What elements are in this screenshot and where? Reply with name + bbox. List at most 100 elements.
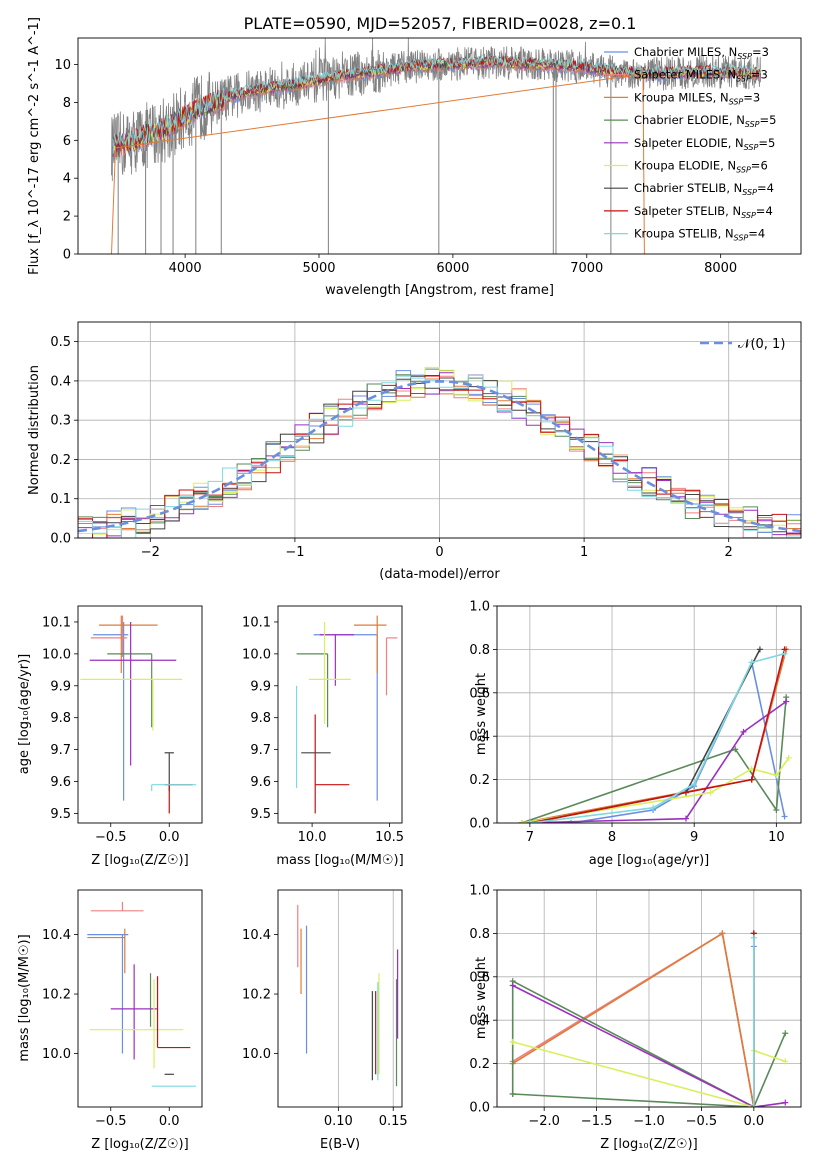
y-tick-label: 9.5 <box>250 807 271 822</box>
legend-eq: = <box>760 113 770 127</box>
series-marker <box>509 982 516 989</box>
ebv_mass-axes: 0.10 0.15 10.0 10.2 10.4 <box>242 890 408 1129</box>
series-marker <box>782 1058 789 1065</box>
series-marker <box>773 772 780 779</box>
series-marker <box>650 804 657 811</box>
Z_weight-plot-area <box>509 930 789 1107</box>
y-tick-label: 0.1 <box>50 492 71 507</box>
x-tick-label: 1 <box>580 545 588 560</box>
y-tick-label: 10.2 <box>242 988 271 1003</box>
series-marker <box>509 1090 516 1097</box>
x-tick-label: −2 <box>141 545 160 560</box>
gaussian-legend-label: 𝒩(0, 1) <box>738 337 785 352</box>
series-marker <box>707 789 714 796</box>
ebv_mass-points <box>297 904 399 1087</box>
y-tick-label: 9.9 <box>50 679 71 694</box>
legend-model-name: Kroupa MILES <box>634 90 713 104</box>
xlabel-unit: [log₁₀(Z/Z☉)] <box>104 853 188 868</box>
y-tick-label: 9.6 <box>50 775 71 790</box>
figure-title: PLATE=0590, MJD=52057, FIBERID=0028, z=0… <box>244 14 637 33</box>
legend-sep: , <box>726 181 733 195</box>
legend-n-label: N <box>734 181 743 195</box>
Z_weight-frame <box>496 889 802 1108</box>
y-tick-label: 0.0 <box>469 817 490 832</box>
x-tick-label: 5000 <box>302 261 335 276</box>
legend-item: Chabrier STELIB, NSSP=4 <box>634 181 774 197</box>
Z_mass-xlabel: Z [log₁₀(Z/Z☉)] <box>91 1137 188 1152</box>
legend-model-name: Kroupa STELIB <box>634 227 718 241</box>
y-tick-label: 9.8 <box>50 711 71 726</box>
series-line <box>570 659 786 823</box>
spectrum-model-edge <box>111 73 645 254</box>
gaussian-curve <box>78 379 801 533</box>
xlabel-main: Z <box>91 853 100 868</box>
ylabel-unit: [log₁₀(M/M☉)] <box>17 934 32 1023</box>
ebv_mass-xlabel: E(B-V) <box>320 1137 360 1152</box>
legend-eq: = <box>751 68 761 82</box>
y-tick-label: 10.0 <box>42 1047 71 1062</box>
legend-sep: , <box>721 45 728 59</box>
series-marker <box>748 659 755 666</box>
y-tick-label: 0.2 <box>469 773 490 788</box>
series-line <box>511 979 787 1107</box>
series-marker <box>691 780 698 787</box>
legend-sep: , <box>725 204 732 218</box>
series-marker <box>750 1104 757 1107</box>
y-tick-label: 9.5 <box>50 807 71 822</box>
legend-n-label: N <box>725 227 734 241</box>
legend-n-value: 5 <box>769 113 776 127</box>
legend-model-name: Chabrier STELIB <box>634 181 726 195</box>
legend-sep: , <box>728 136 735 150</box>
y-tick-label: 10.0 <box>42 647 71 662</box>
y-tick-label: 1.0 <box>469 600 490 615</box>
legend-sep: , <box>713 90 720 104</box>
x-tick-label: 0.15 <box>379 1114 408 1129</box>
y-tick-label: 9.7 <box>250 743 271 758</box>
age_weight-axes: 7 8 9 10 0.0 0.2 0.4 0.6 0.8 1.0 <box>469 600 801 845</box>
x-tick-label: 8 <box>608 830 616 845</box>
legend-n-sub: SSP <box>744 143 759 152</box>
x-tick-label: 6000 <box>436 261 469 276</box>
y-tick-label: 10.0 <box>242 647 271 662</box>
y-tick-label: 0.3 <box>50 414 71 429</box>
y-tick-label: 0.8 <box>469 927 490 942</box>
x-tick-label: −0.5 <box>686 1114 718 1129</box>
legend-model-name: Kroupa ELODIE <box>634 159 720 173</box>
x-tick-label: 10.0 <box>298 830 327 845</box>
y-tick-label: 0.4 <box>469 1014 490 1029</box>
y-tick-label: 2 <box>63 210 71 225</box>
series-line <box>512 984 786 1107</box>
xlabel-main: Z <box>600 1137 609 1152</box>
Z_mass-frame <box>77 889 203 1108</box>
legend-sep: , <box>729 113 736 127</box>
legend-model-name: Salpeter ELODIE <box>634 136 728 150</box>
legend-model-name: Chabrier ELODIE <box>634 113 729 127</box>
x-tick-label: −0.5 <box>95 1114 127 1129</box>
legend-eq: = <box>751 159 761 173</box>
Z_mass-ylabel: mass [log₁₀(M/M☉)] <box>17 934 32 1061</box>
legend-n-sub: SSP <box>737 52 752 61</box>
y-tick-label: 10.1 <box>42 615 71 630</box>
spectrum-xlabel: wavelength [Angstrom, rest frame] <box>325 283 554 298</box>
legend-n-sub: SSP <box>729 97 744 106</box>
residuals-plot-area <box>78 366 801 538</box>
y-tick-label: 0.5 <box>50 335 71 350</box>
legend-item: Chabrier MILES, NSSP=3 <box>634 45 769 61</box>
series-marker <box>719 930 726 937</box>
series-marker <box>781 650 788 657</box>
legend-n-label: N <box>736 113 745 127</box>
legend-n-sub: SSP <box>736 166 751 175</box>
age_weight-xlabel: age [log₁₀(age/yr)] <box>589 853 710 868</box>
x-tick-label: 10 <box>768 830 785 845</box>
x-tick-label: 7 <box>526 830 534 845</box>
spectrum-model-line <box>112 54 761 154</box>
Z_age-ylabel: age [log₁₀(age/yr)] <box>17 654 32 775</box>
y-tick-label: 10.1 <box>242 615 271 630</box>
series-marker <box>782 1099 789 1106</box>
y-tick-label: 0.8 <box>469 643 490 658</box>
legend-item: Salpeter ELODIE, NSSP=5 <box>634 136 775 152</box>
mass_age-xlabel: mass [log₁₀(M/M☉)] <box>276 853 403 868</box>
legend-n-value: 4 <box>758 227 765 241</box>
